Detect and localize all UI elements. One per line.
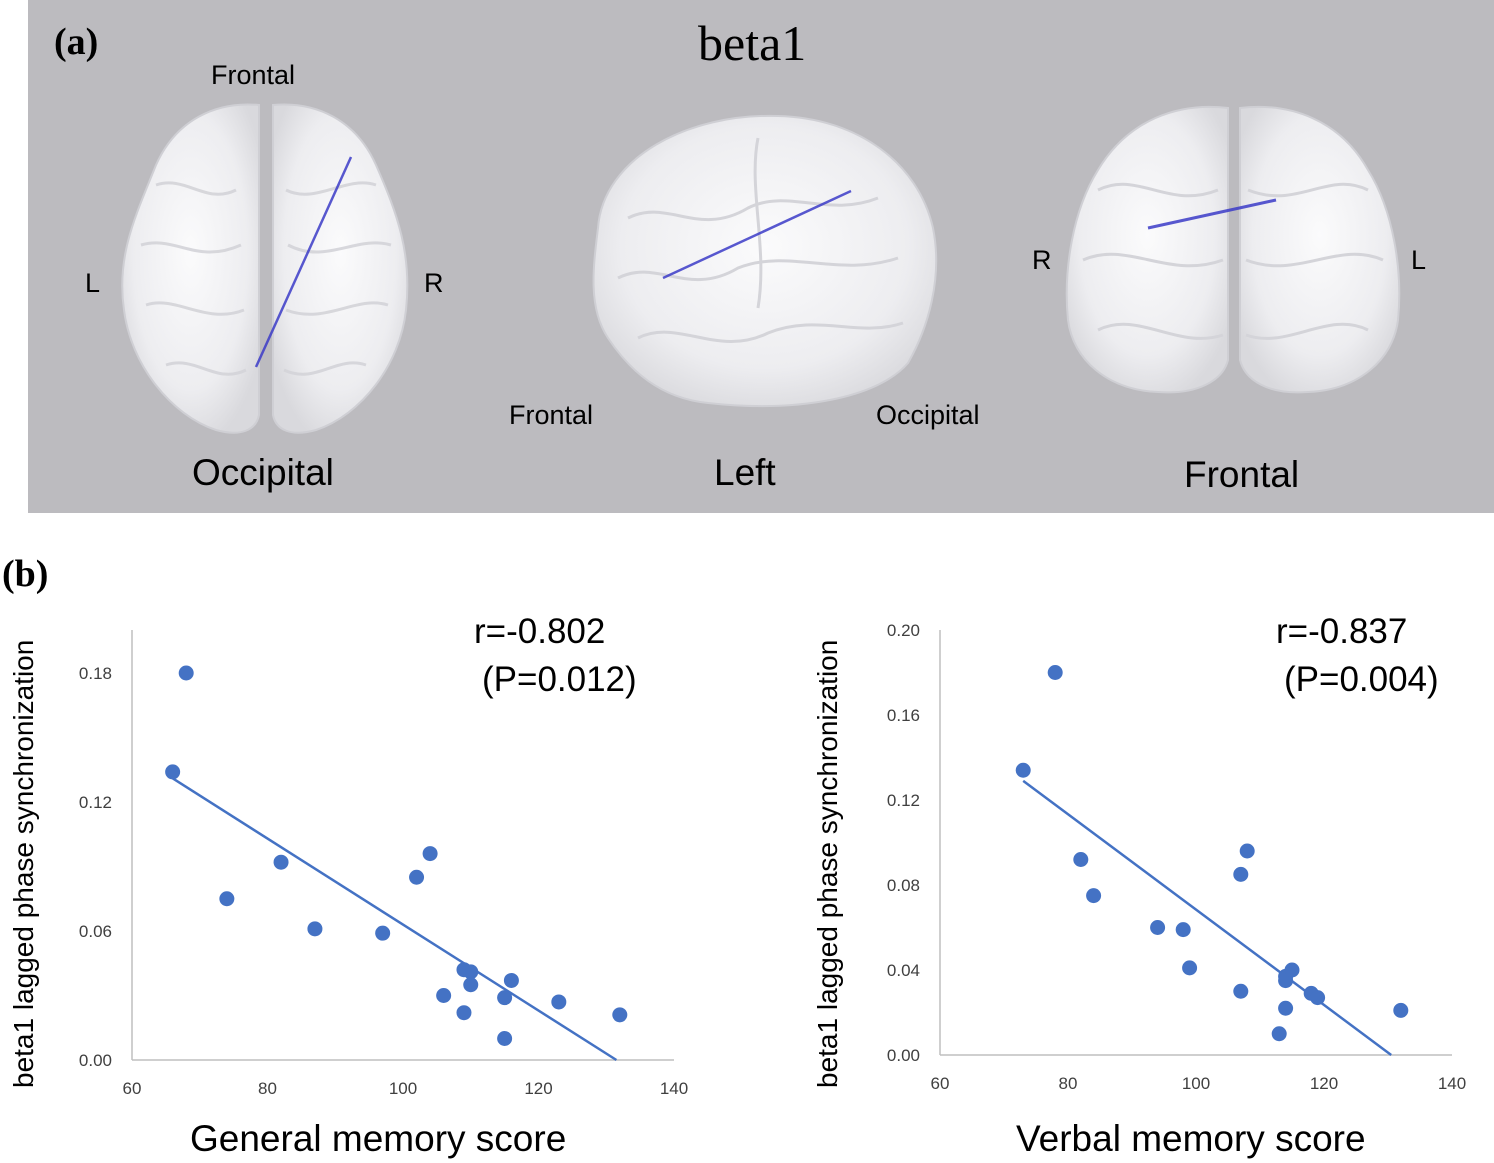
frontal-gyri-pattern xyxy=(1082,182,1384,340)
brain-frontal-view xyxy=(1065,105,1401,394)
x-tick-label: 120 xyxy=(1310,1074,1338,1093)
data-point xyxy=(1278,1000,1294,1016)
data-point xyxy=(1175,922,1191,938)
y-tick-label: 0.18 xyxy=(79,664,112,683)
data-point xyxy=(463,964,479,980)
connection-line xyxy=(254,156,353,368)
y-tick-label: 0.08 xyxy=(887,876,920,895)
data-point xyxy=(1271,1026,1287,1042)
frontal-left-hemisphere xyxy=(1239,105,1401,394)
data-point xyxy=(612,1007,628,1023)
x-tick-label: 140 xyxy=(1438,1074,1466,1093)
data-point xyxy=(1073,852,1089,867)
brain-lateral-view xyxy=(592,114,938,408)
data-point xyxy=(165,764,181,780)
data-point xyxy=(219,891,235,907)
data-point xyxy=(497,1031,513,1046)
x-tick-label: 80 xyxy=(258,1079,277,1098)
data-point xyxy=(273,854,289,870)
data-point xyxy=(1150,920,1166,935)
frontal-view-left-label: L xyxy=(1411,245,1427,275)
general-memory-scatter: 0.00 0.06 0.12 0.18 60 80 100 120 140 xyxy=(79,630,688,1098)
lateral-view-occipital-label: Occipital xyxy=(876,400,980,430)
lateral-view-name: Left xyxy=(714,452,776,493)
frontal-view-right-label: R xyxy=(1032,245,1052,275)
frontal-view-name: Frontal xyxy=(1184,454,1300,495)
y-tick-label: 0.16 xyxy=(887,706,920,725)
right-hemisphere xyxy=(121,103,260,434)
data-point xyxy=(1310,990,1326,1006)
y-tick-label: 0.06 xyxy=(79,922,112,941)
data-point xyxy=(422,846,438,862)
lateral-gyri-pattern xyxy=(617,137,904,343)
top-view-name: Occipital xyxy=(192,452,334,493)
panel-a-label: (a) xyxy=(54,21,99,63)
x-tick-label: 80 xyxy=(1059,1074,1078,1093)
data-point xyxy=(1239,843,1255,859)
x-tick-label: 60 xyxy=(123,1079,142,1098)
chart2-y-axis-label: beta1 lagged phase synchronization xyxy=(812,639,843,1088)
data-point xyxy=(178,665,194,681)
data-point xyxy=(1086,888,1102,904)
connection-line xyxy=(662,189,852,280)
left-hemisphere xyxy=(272,103,409,434)
trendline xyxy=(171,777,618,1062)
data-point xyxy=(375,925,391,941)
chart1-r-value: r=-0.802 xyxy=(474,612,606,651)
data-point xyxy=(1393,1002,1409,1018)
y-tick-label: 0.00 xyxy=(79,1051,112,1070)
trendline xyxy=(1022,779,1392,1057)
top-view-left-label: L xyxy=(85,268,101,298)
data-point xyxy=(1233,866,1249,882)
x-tick-label: 140 xyxy=(660,1079,688,1098)
data-point xyxy=(1047,665,1063,680)
verbal-memory-scatter: 0.00 0.04 0.08 0.12 0.16 0.20 60 80 100 120 140 xyxy=(887,621,1466,1093)
chart1-y-axis-label: beta1 lagged phase synchronization xyxy=(8,639,39,1088)
y-tick-label: 0.20 xyxy=(887,621,920,640)
connection-line xyxy=(1147,198,1277,230)
data-point xyxy=(551,994,567,1010)
top-view-right-label: R xyxy=(424,268,444,298)
y-tick-label: 0.12 xyxy=(79,793,112,812)
brain-top-view xyxy=(121,103,409,434)
data-point xyxy=(497,990,513,1006)
data-point xyxy=(307,921,323,937)
gyri-pattern xyxy=(140,181,392,376)
y-tick-label: 0.12 xyxy=(887,791,920,810)
top-view-frontal-label: Frontal xyxy=(211,60,296,90)
brain-connectivity-panel: (a) beta1 Frontal L R Occipital xyxy=(28,0,1494,513)
chart1-p-value: (P=0.012) xyxy=(482,660,637,699)
y-tick-label: 0.00 xyxy=(887,1046,920,1065)
chart2-p-value: (P=0.004) xyxy=(1284,660,1439,699)
frontal-right-hemisphere xyxy=(1065,105,1229,394)
data-point xyxy=(436,988,452,1003)
chart2-x-axis-label: Verbal memory score xyxy=(1016,1118,1366,1159)
data-point xyxy=(456,1005,472,1021)
chart1-x-axis-label: General memory score xyxy=(190,1118,567,1159)
data-point xyxy=(1284,962,1300,978)
chart2-r-value: r=-0.837 xyxy=(1276,612,1408,651)
lateral-view-frontal-label: Frontal xyxy=(509,400,594,430)
panel-a-title: beta1 xyxy=(698,15,807,71)
data-point xyxy=(409,869,425,885)
y-tick-label: 0.04 xyxy=(887,961,920,980)
data-point xyxy=(1182,960,1198,976)
data-point xyxy=(463,977,479,993)
x-tick-label: 100 xyxy=(389,1079,417,1098)
data-point xyxy=(503,972,519,988)
x-tick-label: 100 xyxy=(1182,1074,1210,1093)
panel-b-label: (b) xyxy=(2,553,49,595)
data-point xyxy=(1233,983,1249,999)
x-tick-label: 120 xyxy=(524,1079,552,1098)
x-tick-label: 60 xyxy=(931,1074,950,1093)
data-point xyxy=(1015,762,1031,778)
